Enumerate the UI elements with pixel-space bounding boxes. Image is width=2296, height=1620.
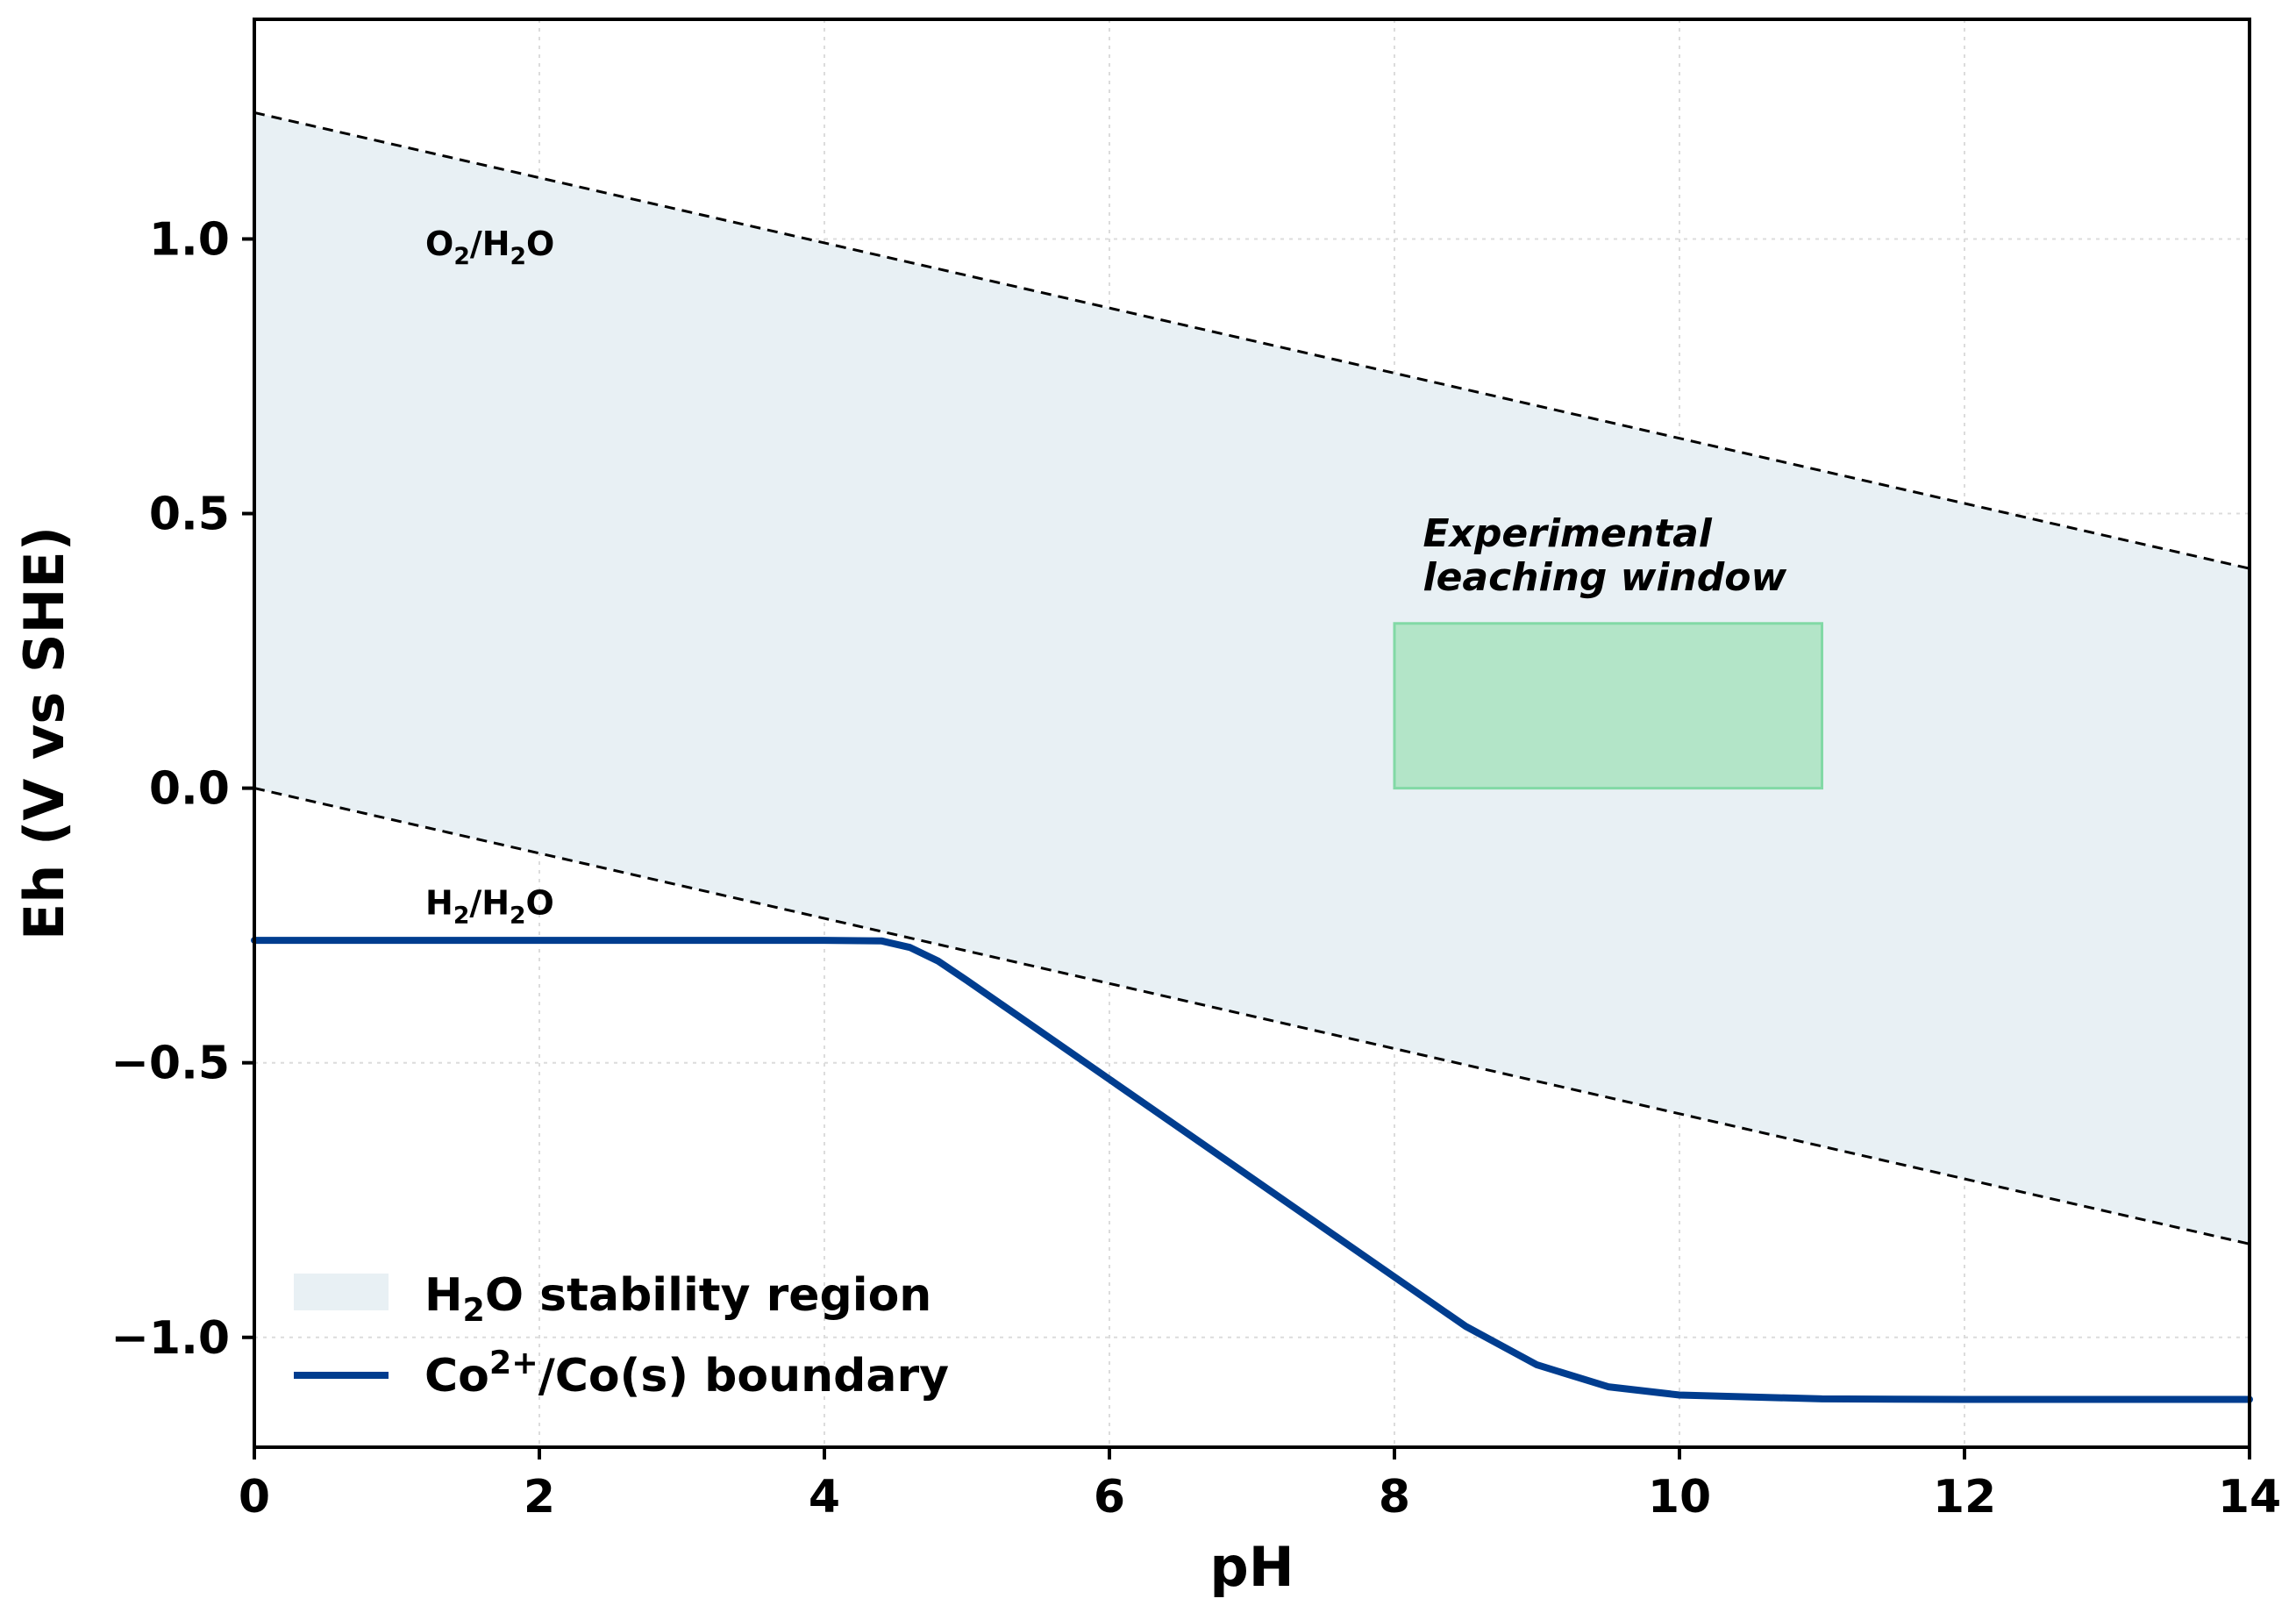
h2-h2o-label: H2/H2O (425, 884, 554, 930)
y-tick-label-1: −0.5 (111, 1038, 230, 1090)
region-leaching-window (1393, 622, 1823, 790)
plot-frame (253, 18, 2251, 1449)
x-tick-label-3: 6 (1094, 1471, 1125, 1524)
annotations: O2/H2O H2/H2O Experimental leaching wind… (425, 225, 1787, 929)
h2-h2o-line (253, 787, 2250, 1245)
x-tick-label-6: 12 (1933, 1471, 1996, 1524)
legend: H2O stability region Co2+/Co(s) boundary (294, 1269, 949, 1402)
y-tick-label-2: 0.0 (149, 763, 230, 816)
x-tick-label-4: 8 (1379, 1471, 1410, 1524)
region-water-stability (254, 112, 2250, 1245)
x-tick-label-1: 2 (524, 1471, 555, 1524)
cobalt-boundary-line (251, 937, 2253, 1403)
regions (254, 112, 2250, 1245)
x-tick-label-5: 10 (1648, 1471, 1711, 1524)
x-tick-label-2: 4 (809, 1471, 840, 1524)
series-lines (251, 111, 2253, 1403)
legend-water-label: H2O stability region (424, 1269, 931, 1329)
y-tick-label-0: −1.0 (111, 1312, 230, 1365)
o2-h2o-line (253, 111, 2250, 570)
x-tick-label-7: 14 (2218, 1471, 2281, 1524)
legend-water-swatch (294, 1274, 389, 1310)
y-tick-label-3: 0.5 (149, 489, 230, 541)
o2-h2o-label: O2/H2O (425, 225, 554, 270)
y-axis-title: Eh (V vs SHE) (12, 526, 76, 940)
axes: 0 2 4 6 8 10 12 14 −1.0 −0.5 0.0 0.5 1.0 (111, 18, 2281, 1524)
x-tick-label-0: 0 (239, 1471, 270, 1524)
leaching-window-label: Experimental leaching window (1423, 511, 1787, 600)
x-axis-title: pH (1209, 1535, 1294, 1599)
legend-cobalt-label: Co2+/Co(s) boundary (424, 1344, 949, 1402)
y-tick-label-4: 1.0 (149, 213, 230, 266)
